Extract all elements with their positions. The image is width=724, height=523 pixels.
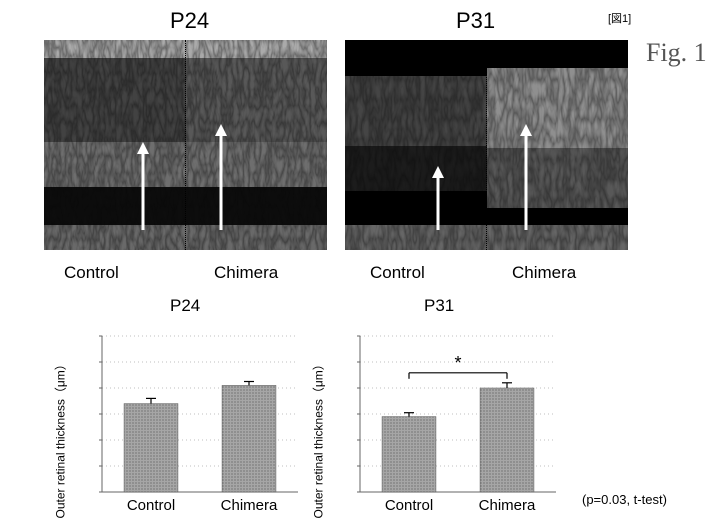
panel-title-p24: P24	[170, 8, 209, 34]
chart-p24-svg: Control Chimera	[84, 320, 304, 520]
figure-label: Fig. 1	[646, 38, 707, 68]
yaxis-label-p31: Outer retinal thickness（μm）	[310, 319, 327, 519]
chart-p31-svg: Control Chimera *	[342, 320, 562, 520]
cond-p24-control: Control	[64, 263, 119, 283]
svg-text:Control: Control	[127, 497, 175, 514]
chart-p24: Control Chimera	[84, 320, 304, 520]
svg-text:*: *	[454, 353, 461, 373]
arrow-p24-control	[134, 142, 152, 232]
panel-title-p31: P31	[456, 8, 495, 34]
svg-text:Control: Control	[385, 497, 433, 514]
divider-p24	[185, 40, 186, 250]
condition-row: Control Chimera Control Chimera	[44, 263, 664, 291]
arrow-p31-control	[429, 166, 447, 232]
arrow-p31-chimera	[517, 124, 535, 232]
corner-label: [図1]	[608, 10, 631, 26]
divider-p31	[486, 40, 487, 250]
micrograph-p31	[345, 40, 628, 250]
cond-p31-chimera: Chimera	[512, 263, 576, 283]
yaxis-label-p24: Outer retinal thickness（μm）	[52, 319, 69, 519]
micrograph-row	[44, 40, 634, 250]
cond-p31-control: Control	[370, 263, 425, 283]
svg-text:Chimera: Chimera	[221, 497, 278, 514]
micrograph-p24	[44, 40, 327, 250]
svg-text:Chimera: Chimera	[479, 497, 536, 514]
chart-p31: Control Chimera *	[342, 320, 562, 520]
chart-title-p31: P31	[424, 296, 454, 316]
chart-title-p24: P24	[170, 296, 200, 316]
arrow-p24-chimera	[212, 124, 230, 232]
cond-p24-chimera: Chimera	[214, 263, 278, 283]
pvalue-text: (p=0.03, t-test)	[582, 492, 667, 507]
